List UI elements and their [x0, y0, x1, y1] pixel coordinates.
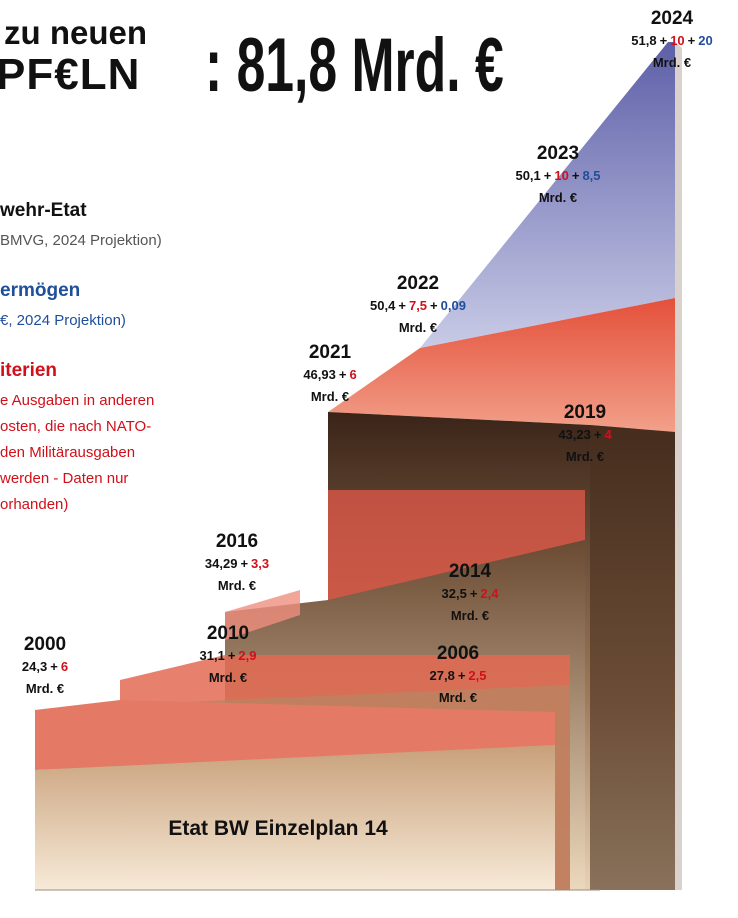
special-value: 20	[698, 33, 712, 48]
unit: Mrd. €	[566, 449, 604, 464]
year-label: 2021	[309, 342, 351, 364]
year-values: 50,4+7,5+0,09	[370, 298, 466, 313]
base-value: 50,1	[515, 168, 540, 183]
year-values: 31,1+2,9	[200, 648, 257, 663]
base-value: 32,5	[442, 586, 467, 601]
nato-value: 10	[670, 33, 684, 48]
year-values: 24,3+6	[22, 659, 68, 674]
year-label: 2014	[449, 561, 491, 583]
header-total: : 81,8 Mrd. €	[205, 22, 504, 109]
year-values: 51,8+10+20	[631, 33, 712, 48]
special-value: 8,5	[582, 168, 600, 183]
unit: Mrd. €	[311, 389, 349, 404]
year-label: 2006	[437, 643, 479, 665]
page: zu neuenPF€LN : 81,8 Mrd. € wehr-Etat BMVG,…	[0, 0, 738, 918]
base-value: 43,23	[558, 427, 591, 442]
nato-value: 3,3	[251, 556, 269, 571]
year-label: 2022	[397, 273, 439, 295]
plus: +	[470, 586, 478, 601]
legend-text: werden - Daten nur	[0, 470, 128, 487]
plus: +	[240, 556, 248, 571]
plus: +	[50, 659, 58, 674]
base-value: 51,8	[631, 33, 656, 48]
nato-value: 2,4	[480, 586, 498, 601]
header-line2: PF€LN	[0, 50, 140, 100]
year-label: 2024	[651, 8, 693, 30]
legend-title: iterien	[0, 360, 57, 382]
unit: Mrd. €	[451, 608, 489, 623]
nato-value: 7,5	[409, 298, 427, 313]
unit: Mrd. €	[399, 320, 437, 335]
year-label: 2016	[216, 531, 258, 553]
plus: +	[544, 168, 552, 183]
nato-value: 10	[554, 168, 568, 183]
nato-value: 4	[604, 427, 611, 442]
legend-text: BMVG, 2024 Projektion)	[0, 232, 162, 249]
year-values: 27,8+2,5	[430, 668, 487, 683]
unit: Mrd. €	[439, 690, 477, 705]
base-value: 46,93	[303, 367, 336, 382]
legend-title: ermögen	[0, 280, 80, 302]
legend-text: den Militärausgaben	[0, 444, 135, 461]
unit: Mrd. €	[653, 55, 691, 70]
legend-title: wehr-Etat	[0, 200, 87, 222]
year-label: 2000	[24, 634, 66, 656]
legend-text: €, 2024 Projektion)	[0, 312, 126, 329]
plus: +	[688, 33, 696, 48]
plus: +	[458, 668, 466, 683]
legend-text: osten, die nach NATO-	[0, 418, 151, 435]
plus: +	[594, 427, 602, 442]
plus: +	[228, 648, 236, 663]
year-label: 2023	[537, 143, 579, 165]
nato-value: 2,9	[238, 648, 256, 663]
year-values: 50,1+10+8,5	[515, 168, 600, 183]
plus: +	[660, 33, 668, 48]
year-label: 2010	[207, 623, 249, 645]
unit: Mrd. €	[209, 670, 247, 685]
plus: +	[572, 168, 580, 183]
nato-value: 6	[61, 659, 68, 674]
nato-value: 6	[349, 367, 356, 382]
year-values: 34,29+3,3	[205, 556, 269, 571]
base-value: 24,3	[22, 659, 47, 674]
nato-value: 2,5	[468, 668, 486, 683]
base-value: 50,4	[370, 298, 395, 313]
unit: Mrd. €	[218, 578, 256, 593]
unit: Mrd. €	[539, 190, 577, 205]
legend-text: e Ausgaben in anderen	[0, 392, 154, 409]
year-values: 46,93+6	[303, 367, 356, 382]
base-value: 31,1	[200, 648, 225, 663]
year-label: 2019	[564, 402, 606, 424]
plus: +	[398, 298, 406, 313]
legend-text: orhanden)	[0, 496, 68, 513]
header-line1: zu neuen	[4, 14, 147, 52]
plus: +	[339, 367, 347, 382]
footer: Etat BW Einzelplan 14	[168, 817, 387, 841]
unit: Mrd. €	[26, 681, 64, 696]
year-values: 43,23+4	[558, 427, 611, 442]
plus: +	[430, 298, 438, 313]
base-value: 27,8	[430, 668, 455, 683]
base-value: 34,29	[205, 556, 238, 571]
special-value: 0,09	[441, 298, 466, 313]
year-values: 32,5+2,4	[442, 586, 499, 601]
